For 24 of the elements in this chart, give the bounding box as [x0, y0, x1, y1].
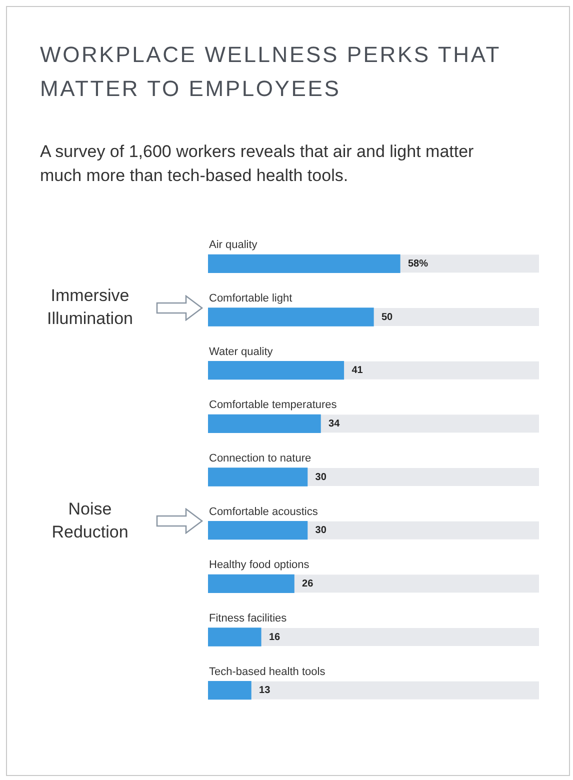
data-label: 58% — [408, 258, 428, 270]
data-label: 41 — [352, 365, 364, 376]
y-tick-label: Comfortable light — [209, 292, 292, 305]
data-label: 26 — [302, 578, 314, 590]
chart-subtitle: A survey of 1,600 workers reveals that air and light matter much more than tech-based health tools. — [40, 141, 475, 187]
y-tick-label: Water quality — [209, 346, 274, 358]
data-label: 30 — [315, 472, 327, 483]
y-tick-label: Fitness facilities — [209, 612, 288, 625]
y-tick-label: Air quality — [209, 239, 258, 252]
bar — [208, 628, 262, 646]
data-label: 13 — [259, 685, 271, 696]
y-tick-label: Comfortable temperatures — [209, 399, 338, 412]
y-tick-label: Healthy food options — [209, 559, 310, 572]
data-label: 34 — [328, 418, 340, 430]
text: Immersive Illumination — [47, 286, 133, 328]
y-tick-label: Comfortable acoustics — [209, 506, 318, 518]
text: Noise Reduction — [52, 500, 128, 542]
bar — [208, 681, 252, 700]
y-tick-label: Tech-based health tools — [209, 666, 326, 678]
chart-title: WORKPLACE WELLNESS PERKS THAT MATTER TO EMPLOYEES — [40, 41, 502, 103]
y-tick-label: Connection to nature — [209, 452, 312, 465]
data-label: 30 — [315, 525, 327, 536]
data-label: 16 — [268, 632, 281, 643]
data-label: 50 — [382, 312, 394, 323]
